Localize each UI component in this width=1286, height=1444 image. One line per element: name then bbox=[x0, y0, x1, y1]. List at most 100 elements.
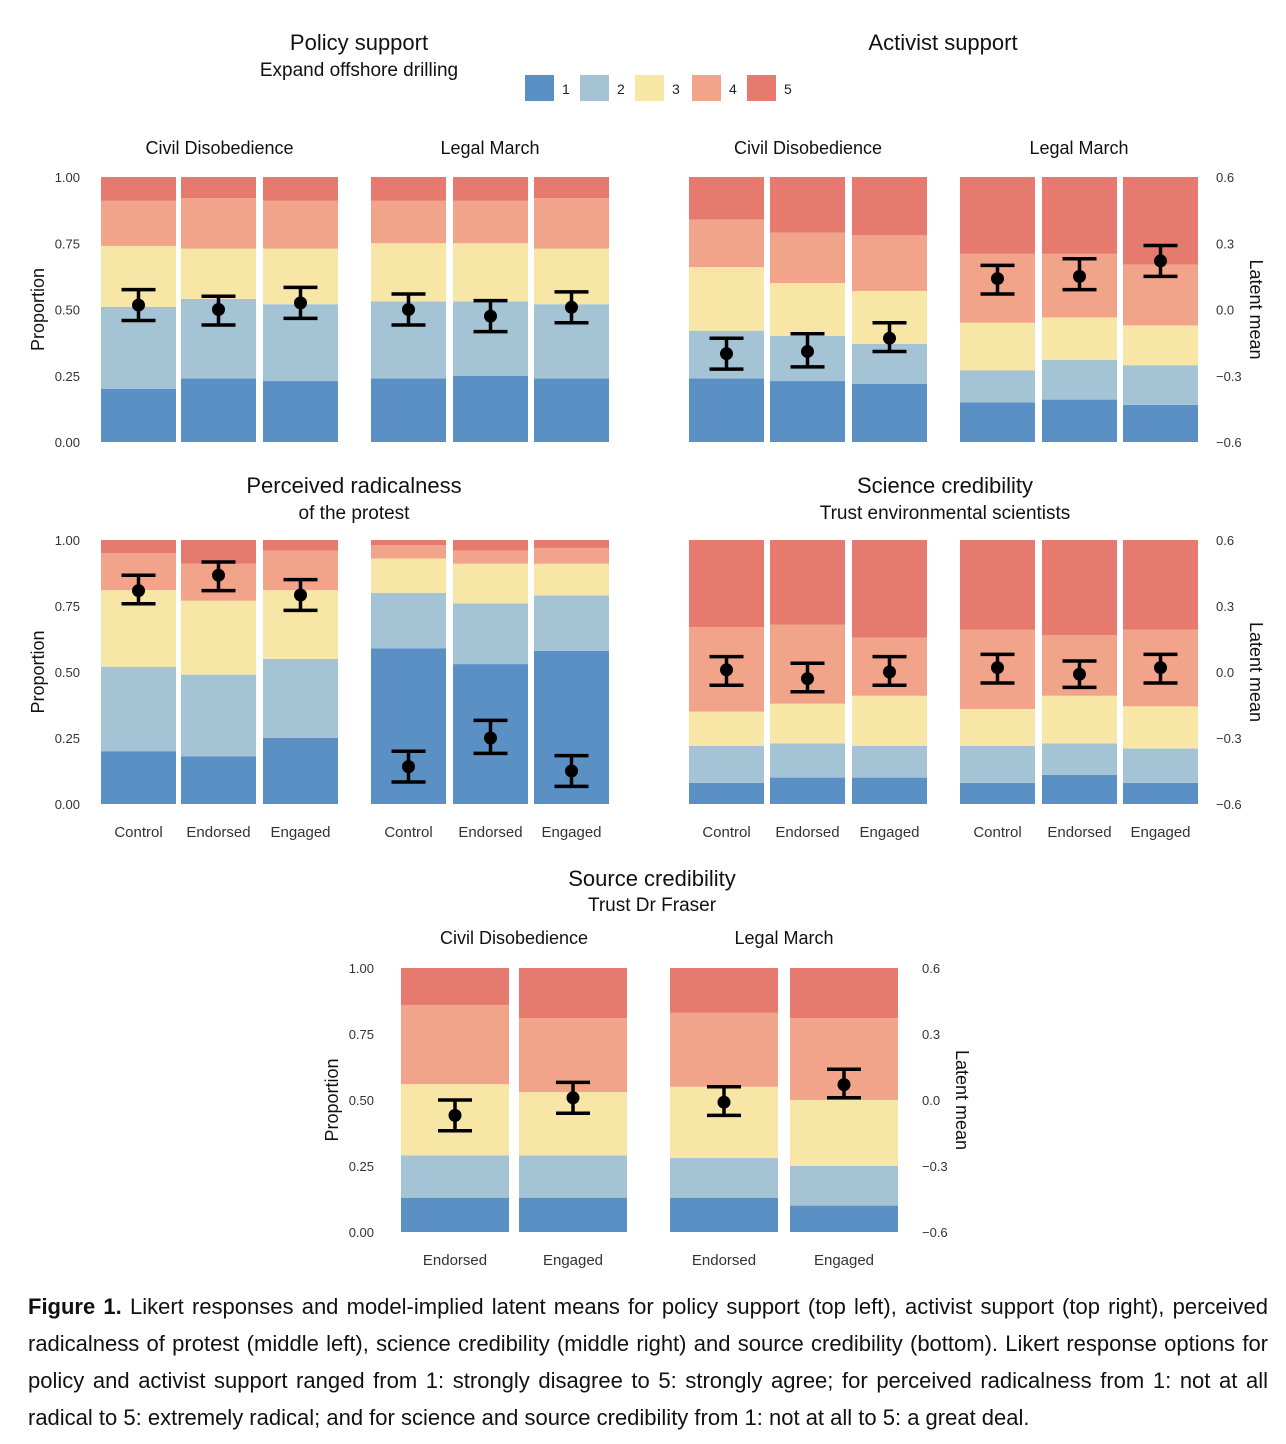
y-axis-label: Proportion bbox=[322, 1058, 342, 1141]
chart-subtitle-3: Trust environmental scientists bbox=[820, 503, 1071, 524]
bar-segment-4 bbox=[401, 1004, 509, 1085]
latent-mean-point bbox=[1154, 254, 1167, 268]
latent-mean-point bbox=[132, 298, 145, 312]
category-label: Engaged bbox=[1130, 824, 1190, 841]
bar-segment-3 bbox=[689, 267, 764, 331]
bar-segment-1 bbox=[181, 378, 256, 442]
bar-segment-5 bbox=[770, 540, 845, 625]
latent-mean-point bbox=[484, 309, 497, 323]
bar-segment-5 bbox=[1123, 540, 1198, 630]
category-label: Engaged bbox=[814, 1252, 874, 1269]
bar-segment-5 bbox=[689, 540, 764, 628]
bar-segment-4 bbox=[670, 1012, 778, 1087]
category-label: Control bbox=[973, 824, 1021, 841]
bar-segment-4 bbox=[852, 235, 927, 291]
bar-segment-2 bbox=[790, 1166, 898, 1206]
y-tick-label: 1.00 bbox=[55, 533, 80, 548]
category-label: Engaged bbox=[859, 824, 919, 841]
bar-segment-2 bbox=[181, 674, 256, 757]
bar-segment-3 bbox=[453, 243, 528, 302]
category-label: Control bbox=[114, 824, 162, 841]
y-tick-label: 0.50 bbox=[349, 1093, 374, 1108]
latent-tick-label: −0.3 bbox=[1216, 369, 1242, 384]
chart-title-1: Activist support bbox=[868, 30, 1017, 55]
bar-segment-5 bbox=[453, 177, 528, 201]
bar-segment-2 bbox=[960, 370, 1035, 403]
latent-tick-label: 0.6 bbox=[1216, 170, 1234, 185]
latent-mean-point bbox=[883, 331, 896, 345]
bar-segment-1 bbox=[852, 383, 927, 442]
figure-caption: Figure 1. Likert responses and model-imp… bbox=[28, 1288, 1268, 1436]
y-axis-label: Proportion bbox=[28, 268, 48, 351]
bar-segment-3 bbox=[1042, 695, 1117, 744]
bar-segment-3 bbox=[960, 322, 1035, 371]
bar-segment-5 bbox=[453, 540, 528, 551]
bar-segment-5 bbox=[1042, 177, 1117, 254]
bar-segment-2 bbox=[670, 1158, 778, 1198]
latent-mean-point bbox=[801, 344, 814, 358]
legend-label-3: 3 bbox=[672, 81, 680, 97]
chart-title-3: Science credibility bbox=[857, 473, 1033, 498]
latent-tick-label: −0.3 bbox=[922, 1159, 948, 1174]
bar-segment-5 bbox=[371, 540, 446, 546]
y-tick-label: 0.50 bbox=[55, 665, 80, 680]
bar-segment-5 bbox=[101, 540, 176, 554]
bar-segment-5 bbox=[181, 177, 256, 199]
facet-title: Civil Disobedience bbox=[734, 138, 882, 158]
y-tick-label: 0.00 bbox=[55, 435, 80, 450]
latent-tick-label: −0.6 bbox=[1216, 797, 1242, 812]
latent-mean-point bbox=[801, 672, 814, 686]
bar-segment-2 bbox=[519, 1155, 627, 1198]
latent-mean-point bbox=[294, 296, 307, 310]
bar-segment-4 bbox=[263, 200, 338, 249]
bar-segment-1 bbox=[101, 751, 176, 804]
bar-segment-1 bbox=[181, 756, 256, 804]
latent-tick-label: 0.6 bbox=[1216, 533, 1234, 548]
category-label: Endorsed bbox=[692, 1252, 756, 1269]
y-tick-label: 0.25 bbox=[55, 731, 80, 746]
bar-segment-2 bbox=[960, 745, 1035, 783]
chart-subtitle-2: of the protest bbox=[299, 503, 411, 524]
category-label: Engaged bbox=[541, 824, 601, 841]
bar-segment-3 bbox=[790, 1100, 898, 1166]
bar-segment-5 bbox=[770, 177, 845, 233]
bar-segment-4 bbox=[534, 198, 609, 249]
latent-tick-label: 0.0 bbox=[1216, 303, 1234, 318]
bar-segment-2 bbox=[1042, 359, 1117, 400]
bar-segment-1 bbox=[453, 375, 528, 442]
legend-swatch-1 bbox=[525, 75, 554, 101]
bar-segment-1 bbox=[790, 1205, 898, 1232]
bar-segment-2 bbox=[371, 592, 446, 649]
bar-segment-1 bbox=[263, 381, 338, 442]
bar-segment-5 bbox=[101, 177, 176, 201]
legend-swatch-4 bbox=[692, 75, 721, 101]
bar-segment-1 bbox=[770, 777, 845, 804]
bar-segment-4 bbox=[453, 200, 528, 244]
latent-mean-point bbox=[883, 665, 896, 679]
bar-segment-3 bbox=[960, 708, 1035, 746]
bar-segment-5 bbox=[401, 968, 509, 1005]
bar-segment-3 bbox=[181, 600, 256, 675]
bar-segment-1 bbox=[1042, 399, 1117, 442]
bar-segment-2 bbox=[401, 1155, 509, 1198]
bar-segment-3 bbox=[371, 243, 446, 302]
bar-segment-1 bbox=[770, 381, 845, 442]
latent-mean-point bbox=[991, 272, 1004, 286]
chart-subtitle-4: Trust Dr Fraser bbox=[588, 895, 717, 916]
y-axis-label: Proportion bbox=[28, 630, 48, 713]
bar-segment-4 bbox=[371, 545, 446, 559]
latent-tick-label: 0.3 bbox=[922, 1027, 940, 1042]
bar-segment-5 bbox=[519, 968, 627, 1019]
bar-segment-1 bbox=[263, 738, 338, 804]
bar-segment-3 bbox=[534, 563, 609, 596]
bar-segment-1 bbox=[401, 1197, 509, 1232]
bar-segment-1 bbox=[960, 402, 1035, 442]
latent-tick-label: 0.0 bbox=[922, 1093, 940, 1108]
bar-segment-1 bbox=[670, 1197, 778, 1232]
latent-tick-label: −0.6 bbox=[922, 1225, 948, 1240]
latent-axis-label: Latent mean bbox=[952, 1050, 972, 1150]
bar-segment-2 bbox=[1042, 743, 1117, 775]
latent-axis-label: Latent mean bbox=[1246, 259, 1266, 359]
bar-segment-1 bbox=[689, 378, 764, 442]
category-label: Control bbox=[384, 824, 432, 841]
